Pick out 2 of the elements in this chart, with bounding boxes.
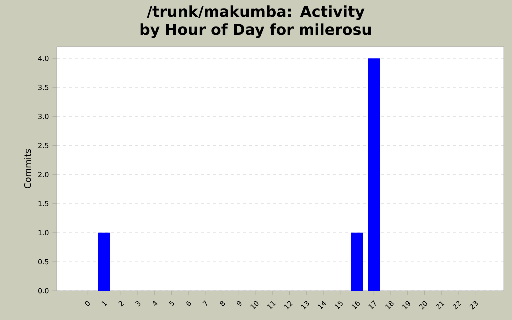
chart-title: /trunk/makumba: Activity by Hour of Day for milerosu bbox=[140, 6, 372, 38]
y-axis-title: Commits bbox=[24, 149, 32, 189]
